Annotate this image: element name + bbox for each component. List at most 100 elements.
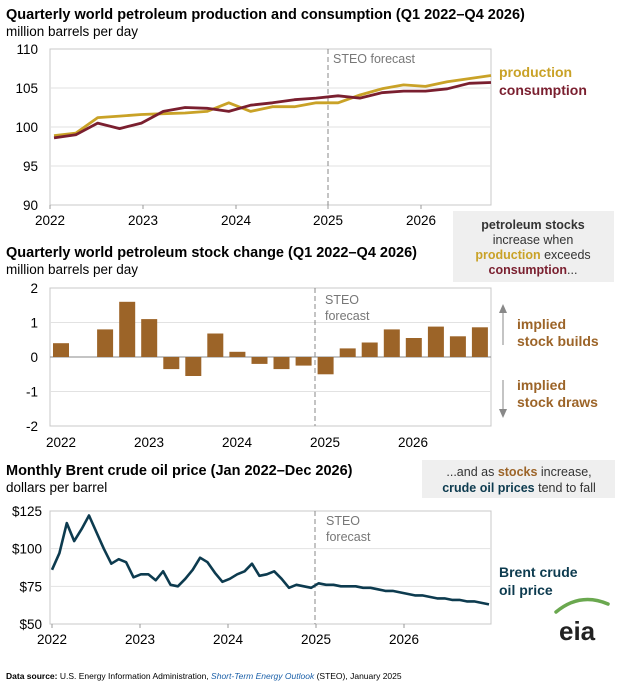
- stock-change-bar: [449, 336, 466, 357]
- stock-change-bar: [97, 329, 114, 357]
- panel3-y-ticks: $125 $100 $75 $50: [12, 504, 42, 632]
- stock-draws-arrow: [499, 380, 507, 418]
- panel3-x-tick-label: 2022: [37, 632, 67, 647]
- stock-change-bar: [361, 342, 378, 357]
- stock-change-bar: [295, 357, 312, 366]
- stock-change-bar: [53, 343, 69, 357]
- panel2-unit: million barrels per day: [6, 262, 138, 277]
- legend-brent-1: Brent crude: [499, 564, 578, 580]
- stock-change-bar: [163, 357, 180, 370]
- callout1-exceeds: exceeds: [541, 248, 591, 262]
- callout1-consumption: consumption: [489, 263, 567, 277]
- panel2-x-ticks: 2022 2023 2024 2025 2026: [46, 435, 428, 450]
- panel2-y-tick-label: -2: [26, 419, 38, 434]
- stock-change-bar: [251, 357, 268, 364]
- callout2-line1: ...and as stocks increase,: [446, 465, 591, 479]
- panel2-y-tick-label: 0: [30, 350, 38, 365]
- legend-brent-2: oil price: [499, 582, 553, 598]
- panel2-y-tick-label: 2: [30, 281, 38, 296]
- callout2-fall: tend to fall: [535, 481, 596, 495]
- stock-change-bar: [427, 326, 444, 357]
- stock-change-bar: [185, 357, 202, 376]
- panel3-series: [50, 514, 490, 606]
- panel3-x-tick-label: 2026: [389, 632, 419, 647]
- stock-builds-label-1: implied: [517, 316, 566, 332]
- panel1-y-tick-label: 100: [15, 120, 38, 135]
- panel3-y-tick-label: $75: [19, 579, 42, 594]
- callout1-line3: production exceeds: [475, 248, 590, 262]
- panel1-y-tick-label: 110: [16, 42, 38, 57]
- data-source-text1: U.S. Energy Information Administration,: [58, 671, 212, 681]
- panel1-series: [53, 74, 492, 140]
- panel3-y-tick-label: $50: [19, 617, 42, 632]
- panel3-x-tick-label: 2023: [125, 632, 155, 647]
- stock-change-bar: [383, 329, 400, 357]
- panel1-x-ticks: 2022 2023 2024 2025 2026: [35, 205, 436, 228]
- panel1-x-tick-label: 2025: [313, 213, 343, 228]
- callout1-increase: increase when: [493, 233, 574, 247]
- panel3-x-tick-label: 2025: [301, 632, 331, 647]
- callout2-box: [422, 460, 615, 498]
- panel3-forecast-line1: STEO: [326, 514, 360, 528]
- panel2-x-tick-label: 2022: [46, 435, 76, 450]
- series-line-production: [53, 74, 492, 137]
- callout2-as: ...and as: [446, 465, 497, 479]
- panel1-x-tick-label: 2026: [406, 213, 436, 228]
- panel2-x-tick-label: 2026: [398, 435, 428, 450]
- stock-change-bar: [405, 338, 422, 357]
- panel1-title: Quarterly world petroleum production and…: [6, 7, 525, 23]
- panel2-y-ticks: 2 1 0 -1 -2: [26, 281, 38, 434]
- callout1-box: [453, 211, 614, 282]
- panel2-x-tick-label: 2024: [222, 435, 253, 450]
- panel2-bars: [53, 301, 488, 376]
- stock-change-bar: [317, 357, 334, 375]
- callout1-production: production: [475, 248, 540, 262]
- panel1-x-tick-label: 2024: [221, 213, 252, 228]
- stock-change-bar: [273, 357, 290, 370]
- panel2-y-tick-label: -1: [26, 385, 38, 400]
- panel1-x-tick-label: 2022: [35, 213, 65, 228]
- panel2-x-tick-label: 2025: [310, 435, 340, 450]
- data-source-link[interactable]: Short-Term Energy Outlook: [211, 671, 315, 681]
- panel2-forecast-line2: forecast: [325, 309, 370, 323]
- panel1-unit: million barrels per day: [6, 24, 138, 39]
- panel3-unit: dollars per barrel: [6, 480, 107, 495]
- legend-consumption: consumption: [499, 82, 587, 98]
- panel3-forecast-line2: forecast: [326, 530, 371, 544]
- stock-draws-label-1: implied: [517, 377, 566, 393]
- callout2-crude-prices: crude oil prices: [442, 481, 534, 495]
- eia-logo-text: eia: [559, 616, 596, 646]
- panel1-y-tick-label: 95: [23, 159, 38, 174]
- stock-builds-arrow: [499, 304, 507, 345]
- callout2-stocks: stocks: [498, 465, 538, 479]
- stock-draws-label-2: stock draws: [517, 394, 598, 410]
- series-line-consumption: [53, 81, 492, 140]
- panel2-x-tick-label: 2023: [134, 435, 164, 450]
- data-source: Data source: U.S. Energy Information Adm…: [6, 671, 402, 681]
- panel2-title: Quarterly world petroleum stock change (…: [6, 245, 417, 261]
- panel1-forecast-label: STEO forecast: [333, 52, 415, 66]
- data-source-text2: (STEO), January 2025: [314, 671, 402, 681]
- legend-production: production: [499, 64, 572, 80]
- data-source-label: Data source:: [6, 671, 58, 681]
- panel2-y-tick-label: 1: [30, 316, 38, 331]
- panel2-gridlines: [50, 322, 491, 392]
- stock-change-bar: [207, 333, 224, 357]
- stock-change-bar: [119, 301, 136, 357]
- callout1-ellipsis: ...: [567, 263, 577, 277]
- panel1-y-ticks: 90 95 100 105 110: [15, 42, 38, 213]
- callout2-line2: crude oil prices tend to fall: [442, 481, 596, 495]
- panel2-forecast-line1: STEO: [325, 293, 359, 307]
- panel1-y-tick-label: 90: [23, 198, 38, 213]
- panel3-title: Monthly Brent crude oil price (Jan 2022–…: [6, 463, 353, 479]
- panel3-y-tick-label: $100: [12, 542, 42, 557]
- panel3-x-tick-label: 2024: [213, 632, 244, 647]
- panel3-y-tick-label: $125: [12, 504, 42, 519]
- callout1-stocks: petroleum stocks: [481, 218, 585, 232]
- panel3-gridlines: [50, 548, 491, 587]
- stock-change-bar: [471, 327, 488, 357]
- panel1-y-tick-label: 105: [15, 81, 38, 96]
- stock-change-bar: [141, 319, 158, 357]
- stock-change-bar: [229, 351, 246, 357]
